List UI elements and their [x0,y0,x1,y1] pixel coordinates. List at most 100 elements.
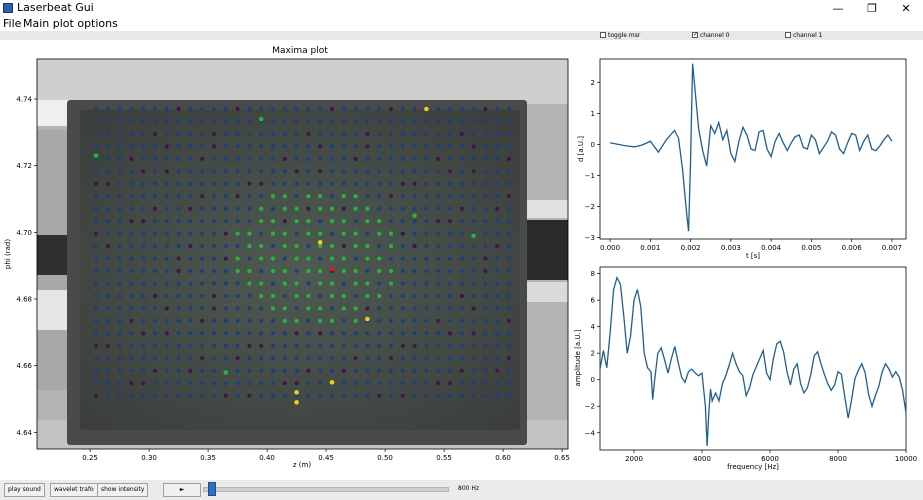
maxima-point [341,268,346,274]
maxima-point [400,106,405,112]
maxima-point [329,356,335,361]
maxima-point [105,244,110,249]
maxima-point [129,131,134,137]
maxima-point [495,219,500,224]
maxima-point [105,206,110,211]
play-button[interactable]: ► [163,483,201,497]
maxima-point [141,281,146,286]
spectrum-plot-frame [599,266,907,451]
maxima-point [400,219,405,224]
maxima-point [223,381,228,386]
maxima-point [282,181,287,186]
maxima-point [247,144,252,149]
app-icon [3,3,13,13]
maxima-point [141,318,146,323]
maxima-point [176,393,181,398]
maxima-point [188,268,193,274]
maxima-point [447,393,453,398]
maxima-point [483,231,488,236]
maxima-point [223,318,228,323]
maxima-point [235,256,240,261]
maxima-point [105,268,110,274]
maxima-point [117,156,122,161]
maxima-point [436,231,441,236]
maxima-point [93,119,99,124]
maxima-point [294,181,299,186]
time-y-tick-label: 1 [591,110,595,118]
maxima-point [377,318,382,323]
maxima-point [211,268,217,274]
maxima-point [270,156,276,161]
maxima-point [294,131,299,137]
checkbox-box[interactable] [600,31,606,38]
maxima-point [447,256,453,261]
spectrum-y-tick-label: 0 [591,376,595,384]
maxima-point [200,331,205,336]
close-button[interactable]: ✕ [901,2,911,15]
channel-1-checkbox[interactable]: channel 1 [785,31,822,40]
maxima-point [176,144,181,149]
maxima-point [294,281,299,286]
maxima-point [129,181,134,186]
maxima-point [506,244,512,249]
maxima-point [259,381,264,386]
time-y-tick-label: 2 [591,79,595,87]
maxima-point [235,244,240,249]
show-intensity-button[interactable]: show intensity [97,483,149,497]
maxima-point [105,293,110,299]
maxima-point [117,144,122,149]
maxima-point [388,219,394,224]
maxima-point [141,306,146,311]
play-sound-button[interactable]: play sound [4,483,45,497]
toggle-msr-checkbox[interactable]: toggle msr [600,31,640,40]
maxima-point [259,231,264,236]
minimize-button[interactable]: — [832,2,844,15]
maxima-point [270,144,276,149]
maxima-point [105,331,110,336]
maxima-point [400,293,405,299]
menu-file[interactable]: File [3,17,22,30]
menu-main-plot-options[interactable]: Main plot options [23,17,118,30]
maxima-point [459,343,464,348]
maxima-point [235,169,240,174]
maxima-point [294,244,299,249]
maxima-point [152,131,158,137]
maxima-point [400,169,405,174]
frequency-slider-handle[interactable] [207,482,216,496]
maxima-point [495,144,500,149]
maxima-point [188,106,193,112]
maxima-point [424,144,429,149]
channel-0-checkbox[interactable]: ✓ channel 0 [692,30,729,40]
maxima-point [247,393,252,398]
wavelet-trafo-button[interactable]: wavelet trafo [50,483,98,497]
checkbox-box-checked[interactable]: ✓ [692,30,699,38]
maxima-point [282,194,287,199]
maxima-point [164,268,169,274]
maxima-point [152,393,158,398]
maxima-point [495,343,500,348]
maxima-point [247,306,252,311]
maxima-point [377,156,382,161]
maxima-point [377,106,382,112]
maxima-point [459,194,464,199]
maxima-point [200,106,205,112]
maxima-point [141,268,146,274]
maxima-point [424,119,429,124]
maxima-point [247,181,252,186]
maxima-point [211,119,217,124]
checkbox-box[interactable] [785,31,791,38]
maxima-point-green [258,116,264,122]
maxima-point [200,393,205,398]
maxima-point [483,181,488,186]
frequency-slider-track[interactable] [203,487,449,492]
maximize-button[interactable]: ❐ [867,2,877,15]
main-x-label: z (m) [293,461,311,469]
maxima-point [483,144,488,149]
maxima-point [436,244,441,249]
maxima-point [400,119,405,124]
maxima-point [259,368,264,373]
maxima-point [93,231,99,236]
maxima-point [388,231,394,236]
maxima-point [483,393,488,398]
maxima-point [117,206,122,211]
